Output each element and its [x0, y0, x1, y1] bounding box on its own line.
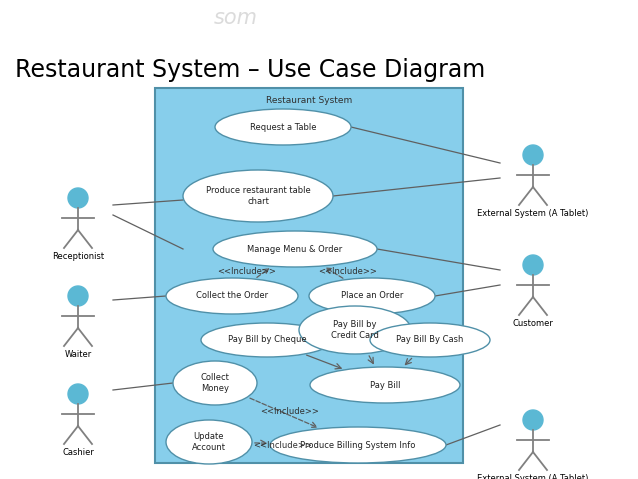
Text: Collect
Money: Collect Money [200, 373, 230, 393]
Text: Pay Bill By Cash: Pay Bill By Cash [396, 335, 464, 344]
Circle shape [523, 410, 543, 430]
Text: External System (A Tablet): External System (A Tablet) [477, 474, 589, 479]
Text: Pay Bill: Pay Bill [370, 380, 400, 389]
Text: Waiter: Waiter [64, 350, 92, 359]
Ellipse shape [183, 170, 333, 222]
FancyBboxPatch shape [155, 88, 463, 463]
Text: Pay Bill by Cheque: Pay Bill by Cheque [228, 335, 306, 344]
Circle shape [68, 384, 88, 404]
Ellipse shape [166, 278, 298, 314]
Ellipse shape [310, 367, 460, 403]
Text: Customer: Customer [512, 319, 553, 328]
Text: Manage Menu & Order: Manage Menu & Order [248, 244, 343, 253]
Circle shape [523, 255, 543, 275]
Ellipse shape [201, 323, 333, 357]
Ellipse shape [213, 231, 377, 267]
Text: Produce restaurant table
chart: Produce restaurant table chart [205, 186, 310, 205]
Circle shape [523, 145, 543, 165]
Text: Cashier: Cashier [62, 448, 94, 457]
Text: <<Include>>: <<Include>> [253, 441, 313, 449]
Ellipse shape [370, 323, 490, 357]
Circle shape [68, 286, 88, 306]
Text: Place an Order: Place an Order [341, 292, 403, 300]
Text: Receptionist: Receptionist [52, 252, 104, 261]
Ellipse shape [299, 306, 411, 354]
Text: Pay Bill by
Credit Card: Pay Bill by Credit Card [331, 320, 379, 340]
Ellipse shape [166, 420, 252, 464]
Text: Update
Account: Update Account [192, 433, 226, 452]
Text: <<Include>>: <<Include>> [318, 266, 378, 275]
Text: <<Include>>: <<Include>> [260, 408, 320, 417]
Text: Restaurant System: Restaurant System [266, 96, 352, 105]
Ellipse shape [173, 361, 257, 405]
Ellipse shape [309, 278, 435, 314]
Circle shape [68, 188, 88, 208]
Ellipse shape [270, 427, 446, 463]
Text: Collect the Order: Collect the Order [196, 292, 268, 300]
Text: Produce Billing System Info: Produce Billing System Info [300, 441, 416, 449]
Text: Restaurant System – Use Case Diagram: Restaurant System – Use Case Diagram [15, 58, 486, 82]
Text: som: som [214, 8, 258, 28]
Text: <<Include>>: <<Include>> [218, 266, 276, 275]
Ellipse shape [215, 109, 351, 145]
Text: External System (A Tablet): External System (A Tablet) [477, 209, 589, 218]
Text: Request a Table: Request a Table [249, 123, 316, 132]
